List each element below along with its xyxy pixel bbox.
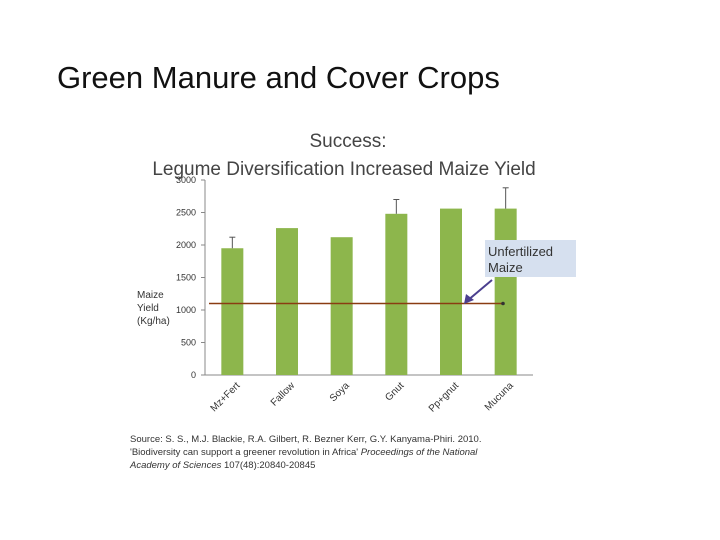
reference-line-endpoint <box>501 301 505 306</box>
source-article-title: 'Biodiversity can support a greener revo… <box>130 447 359 458</box>
bar <box>385 213 408 375</box>
annotation-arrow-shaft <box>466 279 493 302</box>
annotation-text: Unfertilized <box>488 244 553 259</box>
x-tick-label: Soya <box>328 380 352 404</box>
y-tick-label: 2500 <box>176 208 196 218</box>
axes: 0 500 1000 1500 2000 2500 3000 <box>176 175 533 380</box>
source-line-2: 'Biodiversity can support a greener revo… <box>130 446 570 459</box>
y-tick-label: 3000 <box>176 175 196 185</box>
chart-title: Success: <box>309 131 386 152</box>
x-tick-label: Mucuna <box>483 380 516 413</box>
bars <box>221 208 517 375</box>
error-bars <box>229 187 509 249</box>
source-journal-1: Proceedings of the National <box>360 447 478 458</box>
source-line-1: Source: S. S., M.J. Blackie, R.A. Gilber… <box>130 434 482 445</box>
x-tick-label: Pp+gnut <box>427 380 461 414</box>
bar <box>440 208 462 375</box>
y-tick-label: 1500 <box>176 273 196 283</box>
bar <box>494 208 517 375</box>
x-tick-labels: Mz+Fert Fallow Soya Gnut Pp+gnut Mucuna <box>209 380 517 415</box>
x-tick-label: Gnut <box>383 380 406 403</box>
y-axis-label-line: Maize <box>137 290 164 301</box>
source-line-3: Academy of Sciences 107(48):20840-20845 <box>130 459 570 472</box>
y-tick-label: 500 <box>181 338 196 348</box>
y-tick-label: 1000 <box>176 305 196 315</box>
source-citation: Source: S. S., M.J. Blackie, R.A. Gilber… <box>130 433 570 472</box>
annotation-box <box>485 240 576 277</box>
slide-title: Green Manure and Cover Crops <box>57 60 500 95</box>
y-axis-label-line: Yield <box>137 303 159 314</box>
y-axis-label: Maize Yield (Kg/ha) <box>137 290 170 327</box>
source-journal-2: Academy of Sciences <box>130 460 222 471</box>
x-tick-label: Fallow <box>269 380 298 409</box>
bar <box>276 228 298 375</box>
annotation-text: Maize <box>488 260 523 275</box>
reference-line <box>209 301 505 306</box>
chart-subtitle: Legume Diversification Increased Maize Y… <box>152 159 535 180</box>
bar <box>221 248 244 375</box>
annotation-arrow-head <box>464 294 474 304</box>
y-tick-label: 2000 <box>176 240 196 250</box>
y-axis-label-line: (Kg/ha) <box>137 316 170 327</box>
source-volume: 107(48):20840-20845 <box>224 460 316 471</box>
bar <box>330 237 353 375</box>
x-tick-label: Mz+Fert <box>209 380 243 414</box>
y-tick-label: 0 <box>191 370 196 380</box>
